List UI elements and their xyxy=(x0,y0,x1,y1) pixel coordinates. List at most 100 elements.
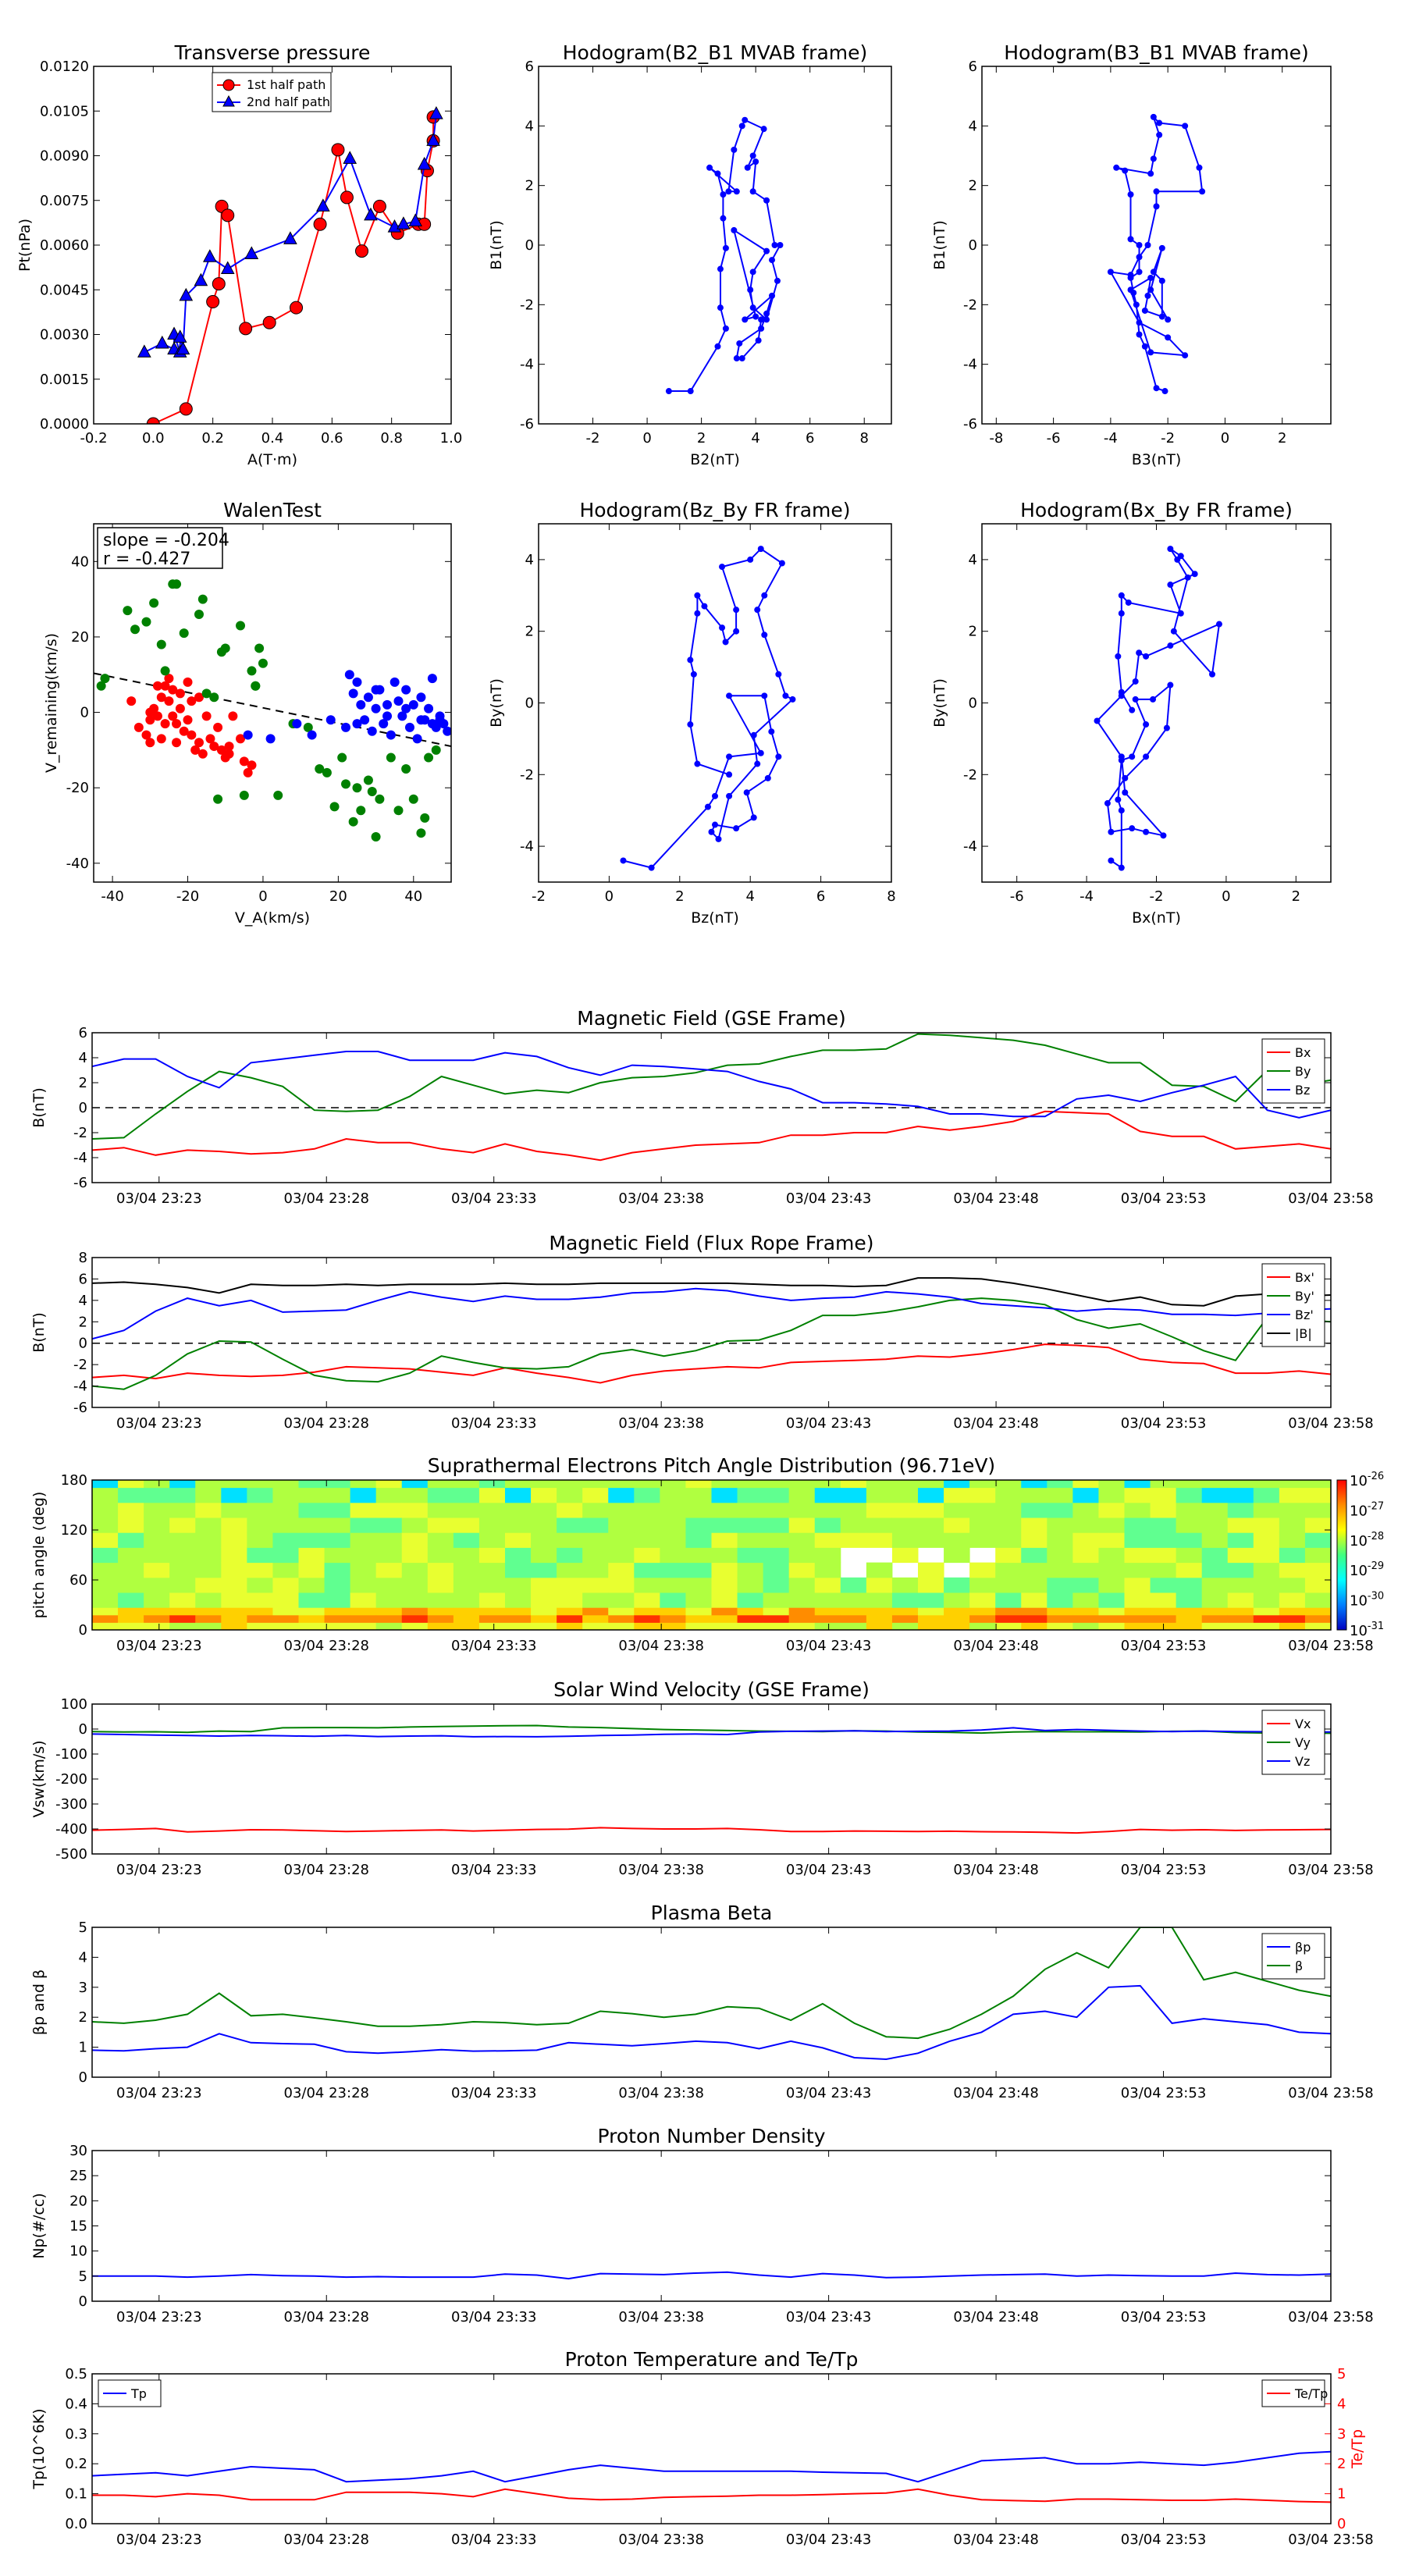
data-point xyxy=(1136,331,1143,338)
data-point xyxy=(155,335,169,349)
data-point xyxy=(273,790,283,800)
heatmap-cell xyxy=(1201,1517,1229,1533)
data-point xyxy=(213,794,223,804)
data-point xyxy=(749,304,756,311)
data-point xyxy=(371,685,381,695)
heatmap-cell xyxy=(814,1502,841,1518)
heatmap-cell xyxy=(298,1502,325,1518)
data-point xyxy=(749,188,756,195)
x-tick-label: -4 xyxy=(1080,888,1094,905)
heatmap-cell xyxy=(814,1547,841,1564)
heatmap-cell xyxy=(1227,1502,1254,1518)
heatmap-cell xyxy=(169,1562,196,1578)
heatmap-cell xyxy=(866,1592,893,1608)
x-tick-label: 2 xyxy=(1278,430,1286,447)
heatmap-cell xyxy=(298,1517,325,1533)
heatmap-cell xyxy=(557,1487,583,1503)
data-point xyxy=(212,277,226,291)
heatmap-cell xyxy=(1201,1487,1229,1503)
heatmap-cell xyxy=(478,1547,506,1564)
data-point xyxy=(435,715,445,725)
data-point xyxy=(340,190,354,205)
data-point xyxy=(329,802,340,812)
heatmap-cell xyxy=(144,1614,170,1623)
data-point xyxy=(1153,385,1160,392)
data-point xyxy=(752,313,759,320)
heatmap-cell xyxy=(453,1547,480,1564)
heatmap-cell xyxy=(92,1502,119,1518)
heatmap-cell xyxy=(944,1502,970,1518)
heatmap-cell xyxy=(531,1547,557,1564)
y-tick-label: -4 xyxy=(963,838,977,855)
heatmap-cell xyxy=(840,1517,867,1533)
chart-title: Hodogram(B3_B1 MVAB frame) xyxy=(1004,41,1309,64)
heatmap-cell xyxy=(531,1577,557,1593)
heatmap-cell xyxy=(1201,1592,1229,1608)
y-tick-label: 0.0015 xyxy=(40,372,89,388)
heatmap-cell xyxy=(505,1502,532,1518)
heatmap-cell xyxy=(582,1487,609,1503)
heatmap-cell xyxy=(144,1532,170,1548)
data-point xyxy=(1163,724,1170,731)
heatmap-cell xyxy=(737,1487,764,1503)
heatmap-cell xyxy=(1176,1480,1203,1489)
heatmap-cell xyxy=(324,1502,351,1518)
data-point xyxy=(720,191,727,198)
x-tick-label: 03/04 23:23 xyxy=(116,1415,201,1432)
data-point xyxy=(1125,599,1132,606)
colorbar-label: 10-26 xyxy=(1350,1471,1384,1489)
data-point xyxy=(749,269,756,276)
heatmap-cell xyxy=(891,1480,919,1489)
axes-frame xyxy=(538,523,892,883)
heatmap-cell xyxy=(453,1487,480,1503)
data-point xyxy=(220,643,230,653)
heatmap-cell xyxy=(1253,1517,1280,1533)
heatmap-cell xyxy=(195,1480,222,1489)
heatmap-cell xyxy=(505,1607,532,1616)
heatmap-cell xyxy=(195,1614,222,1623)
data-point xyxy=(201,711,212,721)
heatmap-cell xyxy=(557,1614,583,1623)
heatmap-cell xyxy=(582,1592,609,1608)
heatmap-cell xyxy=(1150,1614,1177,1623)
x-tick-label: 4 xyxy=(745,888,754,905)
series-line xyxy=(92,1033,1331,1140)
heatmap-cell xyxy=(866,1614,893,1623)
heatmap-cell xyxy=(505,1577,532,1593)
data-point xyxy=(1160,832,1167,839)
data-point xyxy=(375,794,385,804)
data-point xyxy=(152,711,162,721)
data-point xyxy=(726,771,733,778)
data-point xyxy=(771,242,778,248)
heatmap-cell xyxy=(557,1622,583,1630)
heatmap-cell xyxy=(118,1517,144,1533)
heatmap-cell xyxy=(918,1614,944,1623)
heatmap-cell xyxy=(324,1480,351,1489)
y-tick-label: 6 xyxy=(79,1025,87,1041)
legend-label: Vz xyxy=(1295,1754,1310,1769)
x-tick-label: -6 xyxy=(1010,888,1024,905)
x-tick-label: 03/04 23:33 xyxy=(451,1862,536,1878)
heatmap-cell xyxy=(685,1487,712,1503)
plot-area xyxy=(92,1277,1331,1390)
heatmap-cell xyxy=(427,1622,454,1630)
heatmap-cell xyxy=(453,1532,480,1548)
heatmap-cell xyxy=(144,1622,170,1630)
heatmap-cell xyxy=(582,1607,609,1616)
heatmap-cell xyxy=(608,1502,635,1518)
heatmap-cell xyxy=(1279,1532,1306,1548)
heatmap-cell xyxy=(195,1547,222,1564)
heatmap-cell xyxy=(995,1592,1022,1608)
data-point xyxy=(747,286,754,294)
heatmap-cell xyxy=(144,1592,170,1608)
data-point xyxy=(722,325,729,332)
y-tick-label: 0 xyxy=(79,1721,87,1738)
data-point xyxy=(156,692,166,703)
data-point xyxy=(769,257,776,264)
heatmap-cell xyxy=(118,1577,144,1593)
y-tick-label: -2 xyxy=(963,767,977,783)
ts-mag_gse: Magnetic Field (GSE Frame) -6 -4 -2 0 2 4 6 03/0… xyxy=(30,1007,1374,1207)
chart-h2: Hodogram(B3_B1 MVAB frame) -8 -6 -4 -2 0 2 -6 -4… xyxy=(931,41,1332,468)
heatmap-cell xyxy=(375,1517,403,1533)
heatmap-cell xyxy=(375,1487,403,1503)
